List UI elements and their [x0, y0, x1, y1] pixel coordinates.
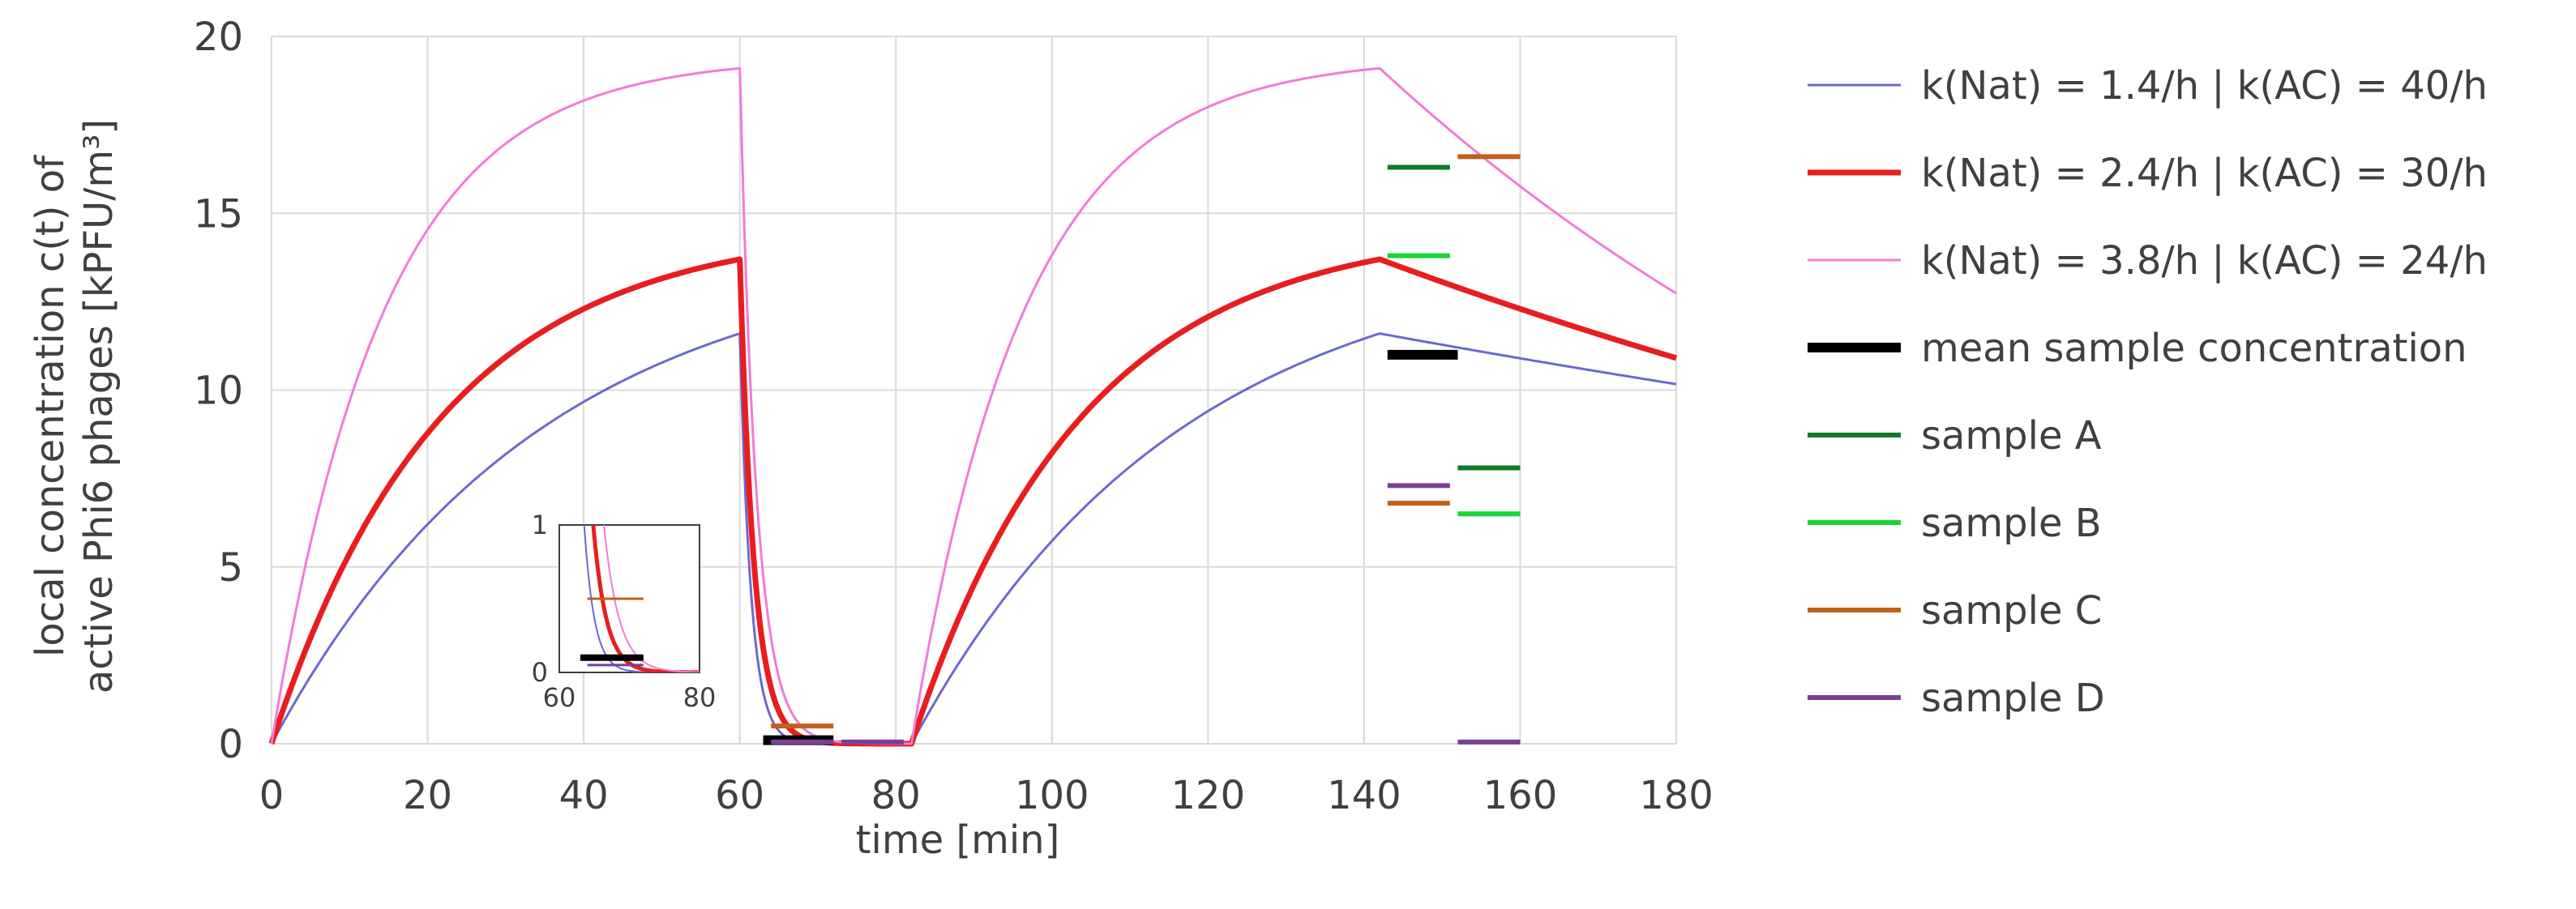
legend-label-5: sample A — [1921, 413, 2102, 459]
legend-label-1: k(Nat) = 1.4/h | k(AC) = 40/h — [1921, 63, 2488, 109]
sample-markers — [763, 154, 1521, 745]
inset-x-tick-label: 80 — [683, 682, 717, 713]
inset-series-line-1 — [583, 525, 700, 672]
inset-plot — [580, 525, 700, 672]
y-tick-label: 15 — [194, 191, 243, 237]
x-axis-title: time [min] — [856, 817, 1060, 863]
y-tick-label: 20 — [194, 15, 243, 60]
legend-label-3: k(Nat) = 3.8/h | k(AC) = 24/h — [1921, 238, 2488, 284]
series-lines — [268, 66, 1678, 747]
series-line-3 — [270, 66, 1677, 745]
y-axis-title-line-1: local concentration c(t) of — [28, 155, 73, 657]
y-tick-label: 0 — [218, 722, 243, 767]
legend-label-2: k(Nat) = 2.4/h | k(AC) = 30/h — [1921, 151, 2488, 196]
x-tick-labels: 0 20 40 60 80 100 120 140 160 180 — [259, 773, 1714, 818]
inset-chart: 0 1 60 80 — [532, 510, 717, 713]
inset-series-line-3 — [603, 525, 700, 672]
legend-label-4: mean sample concentration — [1921, 326, 2467, 371]
x-tick-label: 160 — [1483, 773, 1558, 818]
inset-x-tick-label: 60 — [543, 682, 576, 713]
x-tick-label: 20 — [403, 773, 452, 818]
legend: k(Nat) = 1.4/h | k(AC) = 40/h k(Nat) = 2.… — [1808, 63, 2488, 721]
x-tick-label: 120 — [1171, 773, 1246, 818]
series-line-1 — [270, 332, 1677, 745]
y-axis-title-line-2: active Phi6 phages [kPFU/m³] — [76, 119, 122, 693]
legend-label-8: sample D — [1921, 676, 2105, 721]
inset-series-line-2 — [591, 525, 700, 672]
y-tick-label: 10 — [194, 369, 243, 414]
x-tick-label: 0 — [259, 773, 285, 818]
y-tick-label: 5 — [218, 545, 243, 591]
y-tick-labels: 0 5 10 15 20 — [194, 15, 243, 767]
x-tick-label: 60 — [715, 773, 764, 818]
x-tick-label: 80 — [871, 773, 921, 818]
series-line-2 — [268, 256, 1678, 747]
inset-y-tick-label: 1 — [532, 510, 548, 540]
legend-label-6: sample B — [1921, 501, 2102, 546]
grid — [271, 36, 1677, 745]
x-tick-label: 180 — [1639, 773, 1714, 818]
inset-y-tick-label: 0 — [532, 657, 548, 688]
x-tick-label: 140 — [1327, 773, 1401, 818]
x-tick-label: 100 — [1015, 773, 1089, 818]
axis-titles: local concentration c(t) of active Phi6 … — [28, 119, 1059, 863]
legend-label-7: sample C — [1921, 588, 2102, 634]
x-tick-label: 40 — [559, 773, 609, 818]
